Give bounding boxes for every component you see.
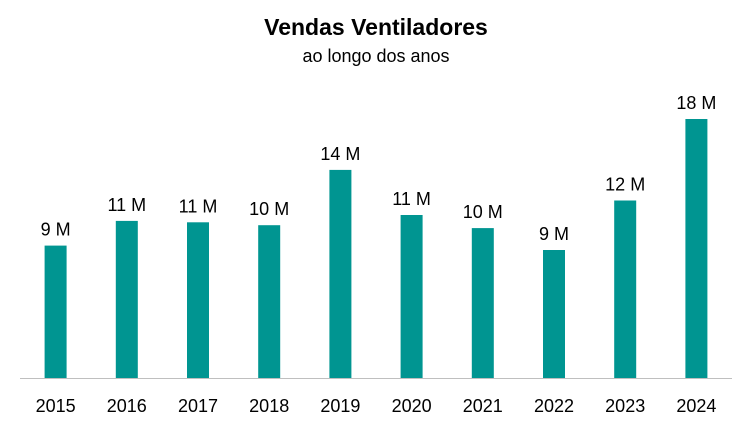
x-tick-label-2018: 2018	[249, 396, 289, 416]
x-tick-label-2024: 2024	[676, 396, 716, 416]
x-tick-label-2021: 2021	[463, 396, 503, 416]
x-tick-label-2020: 2020	[392, 396, 432, 416]
x-tick-label-2015: 2015	[36, 396, 76, 416]
data-label-2022: 9 M	[539, 224, 569, 244]
bar-2024	[685, 119, 708, 378]
data-label-2024: 18 M	[676, 93, 716, 113]
x-tick-label-2022: 2022	[534, 396, 574, 416]
x-tick-labels-group: 2015 2016 2017 2018 2019 2020 2021 2022 2023 2024	[36, 396, 717, 416]
x-tick-label-2023: 2023	[605, 396, 645, 416]
bar-2021	[471, 228, 494, 378]
chart-subtitle: ao longo dos anos	[302, 46, 450, 66]
data-label-2017: 11 M	[179, 196, 218, 216]
bar-2017	[187, 222, 209, 378]
x-tick-label-2016: 2016	[107, 396, 147, 416]
x-tick-label-2017: 2017	[178, 396, 218, 416]
data-labels-group: 9 M 11 M 11 M 10 M 14 M 11 M 10 M 9 M 12 M 18 M	[41, 93, 717, 244]
bar-2015	[44, 245, 67, 378]
x-tick-label-2019: 2019	[320, 396, 360, 416]
bar-2019	[329, 169, 352, 378]
chart-title: Vendas Ventiladores	[264, 14, 488, 40]
data-label-2016: 11 M	[107, 195, 146, 215]
data-label-2023: 12 M	[605, 175, 645, 195]
bar-2018	[258, 225, 281, 378]
data-label-2019: 14 M	[320, 144, 360, 164]
bar-2023	[614, 200, 637, 378]
bar-2016	[115, 220, 138, 378]
bar-2022	[543, 250, 565, 378]
bars-group	[44, 119, 708, 378]
bar-2020	[400, 215, 423, 378]
data-label-2018: 10 M	[249, 199, 289, 219]
data-label-2015: 9 M	[41, 220, 71, 240]
data-label-2020: 11 M	[392, 189, 431, 209]
data-label-2021: 10 M	[463, 202, 503, 222]
